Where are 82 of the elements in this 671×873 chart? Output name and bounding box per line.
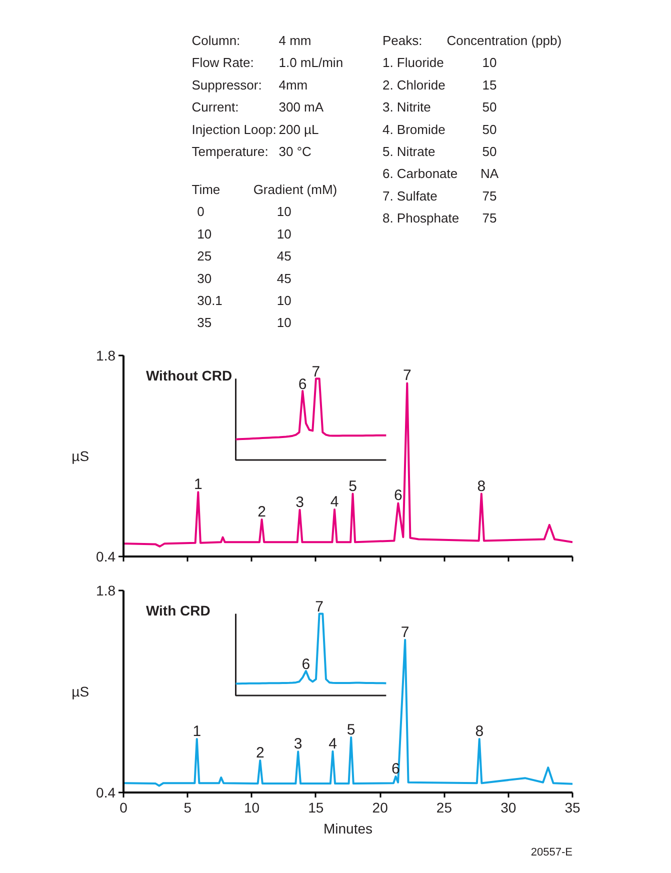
y-axis-title: µS <box>72 684 90 700</box>
y-axis-title: µS <box>72 448 90 464</box>
x-tick-label: 25 <box>436 800 452 816</box>
annotation: 5 <box>346 721 356 738</box>
text: 10 <box>197 226 212 242</box>
text: 45 <box>276 248 292 264</box>
text: 50 <box>482 144 497 159</box>
annotation: 1 <box>192 722 202 740</box>
text: 50 <box>482 122 497 137</box>
annotation: 5 <box>348 478 357 495</box>
text: 10 <box>276 226 292 242</box>
text: NA <box>480 166 499 182</box>
text: Column: <box>192 33 240 48</box>
text: 30 °C <box>278 144 312 159</box>
text: Peaks: <box>382 33 422 48</box>
annotation: 6 <box>394 487 402 504</box>
x-tick-label: 15 <box>308 800 324 816</box>
text: 15 <box>482 77 497 92</box>
text: 8. Phosphate <box>382 210 460 226</box>
x-tick-label: 5 <box>184 800 192 816</box>
text: 10 <box>276 293 292 308</box>
annotation: 6 <box>298 376 307 393</box>
text: Gradient (mM) <box>253 182 338 197</box>
annotation: 7 <box>312 364 320 381</box>
annotation: 1 <box>194 476 202 494</box>
y-tick-label: 0.4 <box>96 548 116 564</box>
text: 1. Fluoride <box>382 55 444 70</box>
line-series <box>124 638 572 787</box>
annotation: 2 <box>258 503 266 520</box>
text: 4. Bromide <box>382 122 446 137</box>
text: Without CRD <box>146 368 232 384</box>
text: Suppressor: <box>192 77 262 92</box>
text: 200 µL <box>278 122 319 137</box>
annotation: 3 <box>294 736 302 753</box>
text: 6. Carbonate <box>382 166 458 182</box>
text: 2. Chloride <box>382 77 446 92</box>
text: 4mm <box>278 77 308 92</box>
y-tick-label: 1.8 <box>96 348 116 364</box>
text: 30 <box>197 270 212 286</box>
annotation: 7 <box>400 624 410 641</box>
annotation: 4 <box>330 494 339 511</box>
text: 50 <box>482 100 497 115</box>
annotation: 7 <box>315 598 324 616</box>
y-tick-label: 1.8 <box>96 582 116 598</box>
text: 10 <box>276 315 292 330</box>
x-tick-label: 20 <box>372 800 388 816</box>
text: 1.0 mL/min <box>278 55 344 70</box>
text: 0 <box>197 204 204 220</box>
annotation: 3 <box>296 494 304 511</box>
annotation: 4 <box>328 735 337 752</box>
text: 10 <box>276 204 292 220</box>
text: Flow Rate: <box>192 55 254 70</box>
text: 75 <box>482 188 497 204</box>
annotation: 7 <box>402 367 412 384</box>
text: 35 <box>197 315 212 330</box>
annotation: 8 <box>477 478 486 495</box>
annotation: 8 <box>475 722 484 740</box>
x-tick-label: 10 <box>244 800 260 816</box>
text: Time <box>192 182 220 197</box>
annotation: 6 <box>302 656 310 673</box>
text: 300 mA <box>278 100 324 115</box>
text: Injection Loop: <box>192 122 276 137</box>
text: With CRD <box>146 602 210 619</box>
text: 75 <box>482 210 497 226</box>
text: 25 <box>197 248 212 264</box>
text: 10 <box>482 55 497 70</box>
x-tick-label: 30 <box>500 800 516 816</box>
text: 20557-E <box>530 846 573 858</box>
y-tick-label: 0.4 <box>96 784 116 800</box>
text: 45 <box>276 270 292 286</box>
text: 7. Sulfate <box>382 188 438 204</box>
text: 4 mm <box>278 33 312 48</box>
x-tick-label: 0 <box>120 800 128 816</box>
x-tick-label: 35 <box>564 800 580 816</box>
text: Current: <box>192 100 239 115</box>
text: 3. Nitrite <box>382 100 431 115</box>
text: 5. Nitrate <box>382 144 436 159</box>
annotation: 2 <box>256 744 264 762</box>
text: Temperature: <box>192 144 268 159</box>
x-axis-title: Minutes <box>323 820 373 836</box>
text: Concentration (ppb) <box>446 33 562 48</box>
text: 30.1 <box>197 293 222 308</box>
